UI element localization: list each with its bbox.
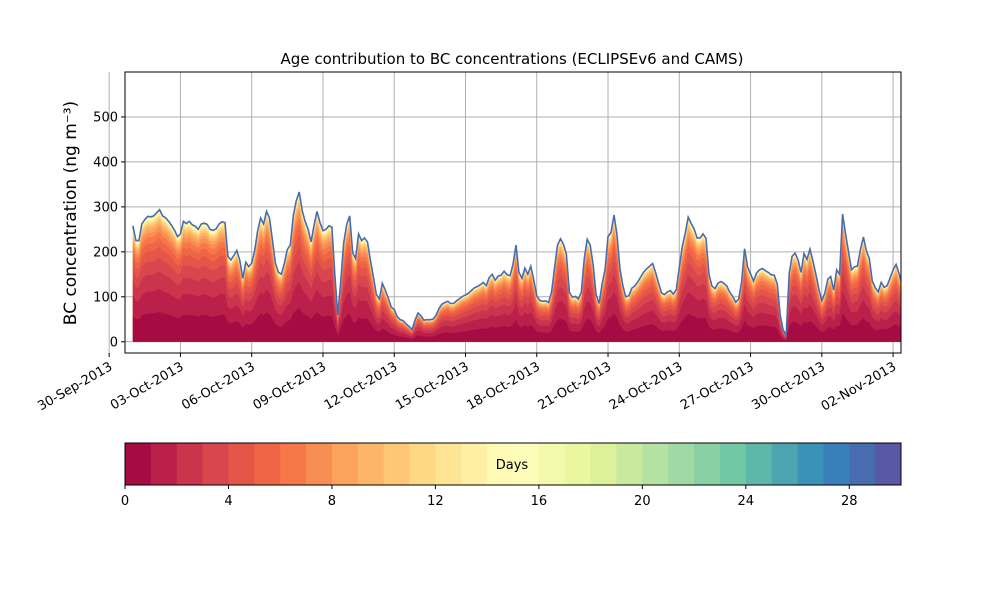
x-tick-label: 06-Oct-2013 [179, 359, 257, 413]
x-tick-label: 30-Oct-2013 [749, 359, 827, 413]
colorbar-segment [306, 443, 333, 485]
colorbar-tick-label: 0 [121, 494, 129, 509]
colorbar-segment [254, 443, 281, 485]
colorbar-segment [771, 443, 799, 485]
colorbar-segment [642, 443, 669, 485]
colorbar-tick-label: 28 [841, 494, 858, 509]
colorbar-segment [719, 443, 747, 485]
colorbar-segment [616, 443, 643, 485]
colorbar-segment [875, 443, 902, 485]
colorbar-segment [513, 443, 540, 485]
colorbar-segment [694, 443, 721, 485]
colorbar-frame [124, 442, 902, 486]
colorbar-segment [383, 443, 411, 485]
colorbar-tick-label: 4 [224, 494, 232, 509]
colorbar-segment [668, 443, 695, 485]
colorbar-segment [745, 443, 773, 485]
colorbar-segment [849, 443, 876, 485]
x-tick-label: 18-Oct-2013 [464, 359, 542, 413]
colorbar-ticks: 0 4 8 12 16 20 24 28 [121, 485, 858, 509]
colorbar-segment [435, 443, 462, 485]
chart-title: Age contribution to BC concentrations (E… [281, 50, 744, 68]
x-tick-label: 30-Sep-2013 [35, 359, 115, 414]
x-tick-label: 15-Oct-2013 [393, 359, 471, 413]
age-band-area [132, 308, 901, 342]
colorbar-tick-label: 20 [634, 494, 651, 509]
colorbar-segment [331, 443, 359, 485]
x-tick-label: 12-Oct-2013 [322, 359, 400, 413]
y-tick-label: 0 [110, 335, 118, 350]
plot-frame [124, 71, 902, 354]
y-tick-label: 500 [93, 110, 118, 125]
y-tick-label: 200 [93, 245, 118, 260]
x-tick-label: 09-Oct-2013 [251, 359, 329, 413]
colorbar-segment [487, 443, 514, 485]
colorbar-segment [409, 443, 436, 485]
colorbar-segment [125, 443, 152, 485]
colorbar-segment [280, 443, 307, 485]
y-tick-label: 100 [93, 290, 118, 305]
x-tick-label: 27-Oct-2013 [678, 359, 756, 413]
colorbar-segment [228, 443, 255, 485]
colorbar-segment [202, 443, 229, 485]
colorbar-tick-label: 12 [427, 494, 444, 509]
colorbar-tick-label: 24 [738, 494, 755, 509]
colorbar-label: Days [496, 458, 529, 473]
x-axis-ticks: 30-Sep-201303-Oct-201306-Oct-201309-Oct-… [35, 353, 899, 414]
x-tick-label: 21-Oct-2013 [536, 359, 614, 413]
colorbar-segment [564, 443, 592, 485]
colorbar-segment [538, 443, 566, 485]
colorbar-segment [797, 443, 824, 485]
colorbar-segment [357, 443, 385, 485]
x-tick-label: 02-Nov-2013 [819, 359, 899, 414]
y-tick-label: 300 [93, 200, 118, 215]
colorbar-segment [823, 443, 850, 485]
colorbar-segment [590, 443, 617, 485]
age-stacked-areas [132, 192, 901, 342]
y-tick-label: 400 [93, 155, 118, 170]
total-concentration-line [132, 191, 901, 338]
colorbar-segment [461, 443, 488, 485]
colorbar-tick-label: 8 [328, 494, 336, 509]
y-axis-ticks: 0 100 200 300 400 500 [93, 110, 125, 350]
colorbar-tick-label: 16 [531, 494, 548, 509]
colorbar [124, 442, 902, 486]
colorbar-segment [176, 443, 204, 485]
x-tick-label: 03-Oct-2013 [108, 359, 186, 413]
y-axis-label: BC concentration (ng m⁻³) [61, 101, 81, 325]
x-tick-label: 24-Oct-2013 [607, 359, 685, 413]
colorbar-segment [150, 443, 178, 485]
